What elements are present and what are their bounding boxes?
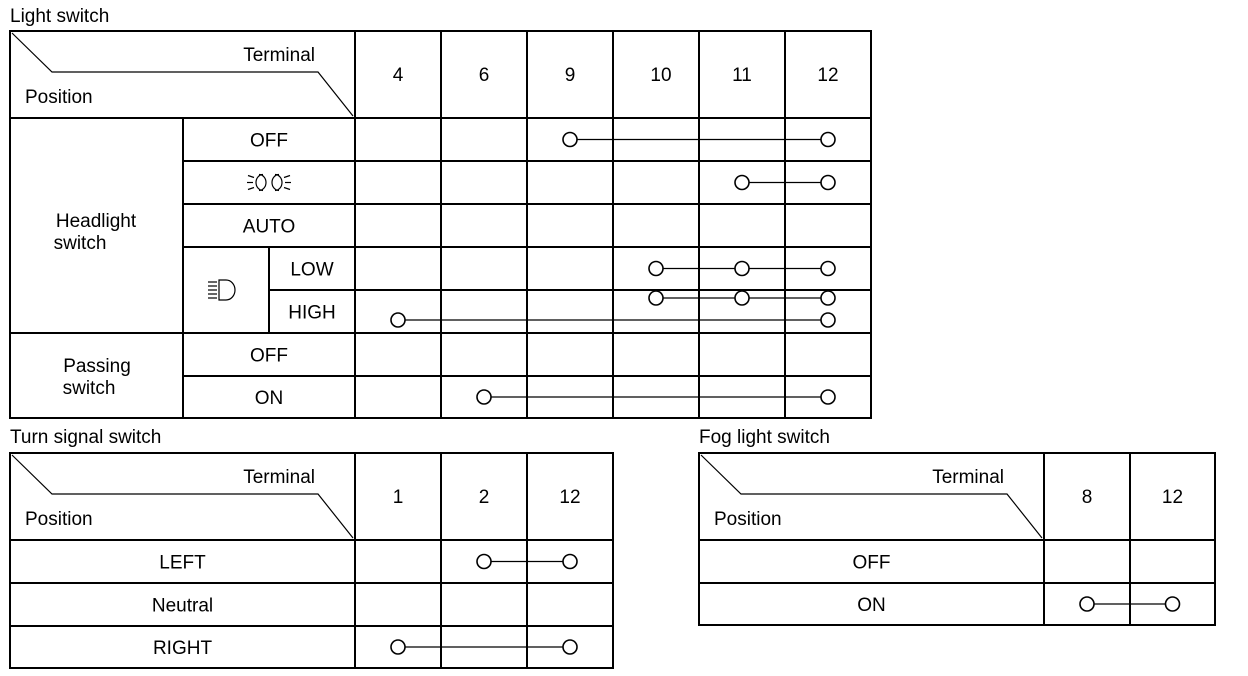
group-label: Headlight xyxy=(56,211,137,232)
light-switch-table: Light switch Terminal Position 4 6 9 10 11 12 Hea… xyxy=(9,6,872,419)
terminal-contact xyxy=(390,639,406,655)
terminal-number: 9 xyxy=(565,65,576,86)
terminal-number: 10 xyxy=(650,65,671,86)
terminal-contact xyxy=(820,312,836,328)
table-title: Fog light switch xyxy=(699,427,830,448)
position-label: OFF xyxy=(250,131,288,152)
header-position-label: Position xyxy=(25,509,93,530)
terminal-contact xyxy=(820,290,836,306)
terminal-number: 12 xyxy=(817,65,838,86)
header-terminal-label: Terminal xyxy=(932,467,1004,488)
group-label: Passing xyxy=(63,356,131,377)
group-label: switch xyxy=(63,378,116,399)
table-title: Light switch xyxy=(10,6,109,27)
headlight-beam-icon xyxy=(208,279,236,301)
header-position-label: Position xyxy=(25,87,93,108)
position-label: RIGHT xyxy=(153,638,213,659)
terminal-number: 4 xyxy=(393,65,404,86)
terminal-contact xyxy=(820,389,836,405)
terminal-contact xyxy=(476,553,492,570)
position-label: Neutral xyxy=(152,596,213,617)
terminal-contact xyxy=(648,260,664,277)
header-diagonal xyxy=(11,454,354,539)
header-terminal-label: Terminal xyxy=(243,467,315,488)
position-label: LOW xyxy=(290,260,333,281)
header-diagonal xyxy=(700,454,1043,539)
terminal-contact xyxy=(1164,596,1181,612)
terminal-contact xyxy=(562,639,578,655)
terminal-number: 1 xyxy=(393,487,404,508)
position-label: ON xyxy=(255,388,284,409)
terminal-number: 11 xyxy=(732,65,752,86)
terminal-contact xyxy=(734,260,750,277)
position-label: HIGH xyxy=(288,303,336,324)
terminal-contact xyxy=(820,131,836,148)
table-border xyxy=(9,452,614,669)
header-diagonal xyxy=(11,32,354,117)
position-label: OFF xyxy=(250,346,288,367)
table-title: Turn signal switch xyxy=(10,427,161,448)
terminal-contact xyxy=(562,553,578,570)
terminal-number: 2 xyxy=(479,487,490,508)
terminal-contact xyxy=(734,290,750,306)
position-label: OFF xyxy=(853,553,891,574)
terminal-contact xyxy=(1079,596,1095,612)
terminal-contact xyxy=(476,389,492,405)
header-terminal-label: Terminal xyxy=(243,45,315,66)
header-position-label: Position xyxy=(714,509,782,530)
terminal-number: 12 xyxy=(559,487,580,508)
parking-light-icon xyxy=(247,173,291,192)
terminal-contact xyxy=(820,174,836,191)
terminal-contact xyxy=(648,290,664,306)
fog-light-switch-table: Fog light switch Terminal Position 8 12 OFF ON xyxy=(698,427,1216,626)
terminal-contact xyxy=(390,312,406,328)
terminal-contact xyxy=(820,260,836,277)
terminal-contact xyxy=(734,174,750,191)
terminal-contact xyxy=(562,131,578,148)
terminal-number: 8 xyxy=(1082,487,1093,508)
position-label: AUTO xyxy=(243,217,295,238)
terminal-number: 12 xyxy=(1162,487,1183,508)
position-label: LEFT xyxy=(159,553,206,574)
terminal-number: 6 xyxy=(479,65,490,86)
position-label: ON xyxy=(857,595,886,616)
group-label: switch xyxy=(54,233,107,254)
